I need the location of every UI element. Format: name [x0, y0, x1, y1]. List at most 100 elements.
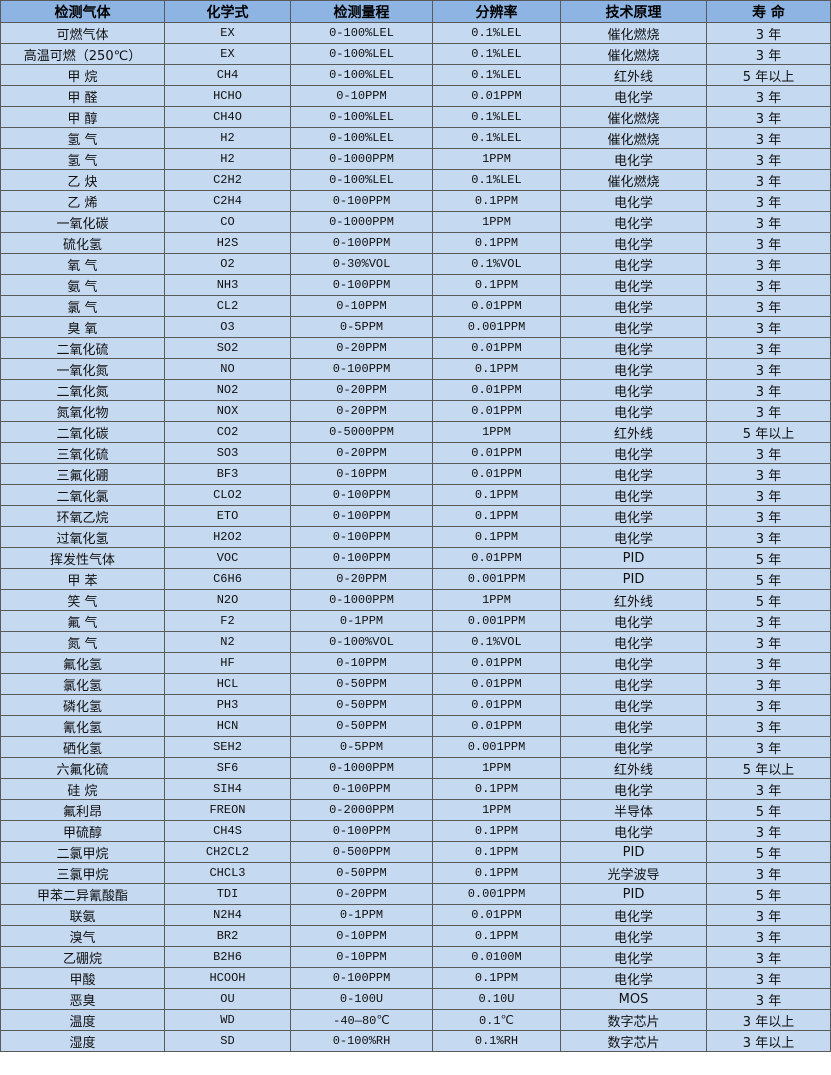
formula-cell: CHCL3	[164, 862, 291, 884]
table-row: 挥发性气体 VOC 0-100PPM 0.01PPM PID 5 年	[0, 547, 831, 569]
resolution-cell: 0.01PPM	[432, 463, 561, 485]
gas-cell: 乙硼烷	[0, 946, 165, 968]
principle-cell: 电化学	[560, 778, 707, 800]
table-row: 三氟化硼 BF3 0-10PPM 0.01PPM 电化学 3 年	[0, 463, 831, 485]
table-row: 氮氧化物 NOX 0-20PPM 0.01PPM 电化学 3 年	[0, 400, 831, 422]
principle-cell: 电化学	[560, 967, 707, 989]
gas-cell: 氮 气	[0, 631, 165, 653]
range-cell: 0-1000PPM	[290, 757, 433, 779]
range-cell: -40—80℃	[290, 1009, 433, 1031]
lifespan-cell: 5 年以上	[706, 757, 831, 779]
table-row: 氧 气 O2 0-30%VOL 0.1%VOL 电化学 3 年	[0, 253, 831, 275]
table-row: 可燃气体 EX 0-100%LEL 0.1%LEL 催化燃烧 3 年	[0, 22, 831, 44]
gas-cell: 笑 气	[0, 589, 165, 611]
lifespan-cell: 3 年	[706, 295, 831, 317]
table-row: 氟化氢 HF 0-10PPM 0.01PPM 电化学 3 年	[0, 652, 831, 674]
principle-cell: 电化学	[560, 400, 707, 422]
table-row: 磷化氢 PH3 0-50PPM 0.01PPM 电化学 3 年	[0, 694, 831, 716]
lifespan-cell: 3 年	[706, 925, 831, 947]
resolution-cell: 0.01PPM	[432, 904, 561, 926]
formula-cell: EX	[164, 22, 291, 44]
header-formula: 化学式	[164, 0, 291, 23]
range-cell: 0-10PPM	[290, 463, 433, 485]
table-row: 六氟化硫 SF6 0-1000PPM 1PPM 红外线 5 年以上	[0, 757, 831, 779]
principle-cell: 电化学	[560, 211, 707, 233]
table-row: 氟利昂 FREON 0-2000PPM 1PPM 半导体 5 年	[0, 799, 831, 821]
formula-cell: CH4	[164, 64, 291, 86]
resolution-cell: 0.1PPM	[432, 820, 561, 842]
range-cell: 0-5PPM	[290, 736, 433, 758]
lifespan-cell: 3 年	[706, 442, 831, 464]
range-cell: 0-100PPM	[290, 778, 433, 800]
range-cell: 0-1000PPM	[290, 148, 433, 170]
table-row: 氢 气 H2 0-1000PPM 1PPM 电化学 3 年	[0, 148, 831, 170]
resolution-cell: 0.0100M	[432, 946, 561, 968]
header-gas: 检测气体	[0, 0, 165, 23]
resolution-cell: 0.1℃	[432, 1009, 561, 1031]
lifespan-cell: 3 年	[706, 946, 831, 968]
table-row: 硫化氢 H2S 0-100PPM 0.1PPM 电化学 3 年	[0, 232, 831, 254]
resolution-cell: 0.01PPM	[432, 400, 561, 422]
range-cell: 0-50PPM	[290, 673, 433, 695]
gas-cell: 氢 气	[0, 148, 165, 170]
gas-cell: 三氟化硼	[0, 463, 165, 485]
table-row: 氰化氢 HCN 0-50PPM 0.01PPM 电化学 3 年	[0, 715, 831, 737]
table-row: 臭 氧 O3 0-5PPM 0.001PPM 电化学 3 年	[0, 316, 831, 338]
resolution-cell: 1PPM	[432, 757, 561, 779]
table-row: 甲酸 HCOOH 0-100PPM 0.1PPM 电化学 3 年	[0, 967, 831, 989]
range-cell: 0-100%LEL	[290, 22, 433, 44]
formula-cell: BR2	[164, 925, 291, 947]
gas-cell: 氟 气	[0, 610, 165, 632]
table-row: 氨 气 NH3 0-100PPM 0.1PPM 电化学 3 年	[0, 274, 831, 296]
gas-cell: 甲 醛	[0, 85, 165, 107]
gas-cell: 臭 氧	[0, 316, 165, 338]
formula-cell: EX	[164, 43, 291, 65]
formula-cell: SO3	[164, 442, 291, 464]
lifespan-cell: 3 年	[706, 988, 831, 1010]
range-cell: 0-100%RH	[290, 1030, 433, 1052]
lifespan-cell: 3 年	[706, 904, 831, 926]
formula-cell: N2O	[164, 589, 291, 611]
lifespan-cell: 3 年	[706, 127, 831, 149]
table-row: 甲 醛 HCHO 0-10PPM 0.01PPM 电化学 3 年	[0, 85, 831, 107]
principle-cell: 电化学	[560, 694, 707, 716]
resolution-cell: 1PPM	[432, 148, 561, 170]
range-cell: 0-10PPM	[290, 85, 433, 107]
gas-cell: 湿度	[0, 1030, 165, 1052]
lifespan-cell: 3 年	[706, 967, 831, 989]
header-lifespan: 寿 命	[706, 0, 831, 23]
lifespan-cell: 3 年	[706, 43, 831, 65]
resolution-cell: 0.01PPM	[432, 442, 561, 464]
gas-cell: 六氟化硫	[0, 757, 165, 779]
principle-cell: 电化学	[560, 379, 707, 401]
lifespan-cell: 3 年	[706, 169, 831, 191]
formula-cell: C2H2	[164, 169, 291, 191]
gas-cell: 氮氧化物	[0, 400, 165, 422]
gas-cell: 温度	[0, 1009, 165, 1031]
lifespan-cell: 3 年	[706, 673, 831, 695]
formula-cell: H2	[164, 148, 291, 170]
gas-cell: 二氧化氯	[0, 484, 165, 506]
gas-cell: 环氧乙烷	[0, 505, 165, 527]
table-row: 甲 烷 CH4 0-100%LEL 0.1%LEL 红外线 5 年以上	[0, 64, 831, 86]
lifespan-cell: 3 年	[706, 610, 831, 632]
gas-cell: 一氧化碳	[0, 211, 165, 233]
table-row: 笑 气 N2O 0-1000PPM 1PPM 红外线 5 年	[0, 589, 831, 611]
resolution-cell: 0.10U	[432, 988, 561, 1010]
resolution-cell: 0.001PPM	[432, 610, 561, 632]
lifespan-cell: 3 年	[706, 358, 831, 380]
formula-cell: CH2CL2	[164, 841, 291, 863]
range-cell: 0-100PPM	[290, 547, 433, 569]
range-cell: 0-10PPM	[290, 925, 433, 947]
range-cell: 0-100U	[290, 988, 433, 1010]
principle-cell: PID	[560, 547, 707, 569]
gas-cell: 硒化氢	[0, 736, 165, 758]
table-row: 氮 气 N2 0-100%VOL 0.1%VOL 电化学 3 年	[0, 631, 831, 653]
principle-cell: 红外线	[560, 64, 707, 86]
formula-cell: HCOOH	[164, 967, 291, 989]
resolution-cell: 0.01PPM	[432, 295, 561, 317]
gas-cell: 一氧化氮	[0, 358, 165, 380]
resolution-cell: 0.1%VOL	[432, 253, 561, 275]
principle-cell: 电化学	[560, 442, 707, 464]
lifespan-cell: 3 年	[706, 526, 831, 548]
